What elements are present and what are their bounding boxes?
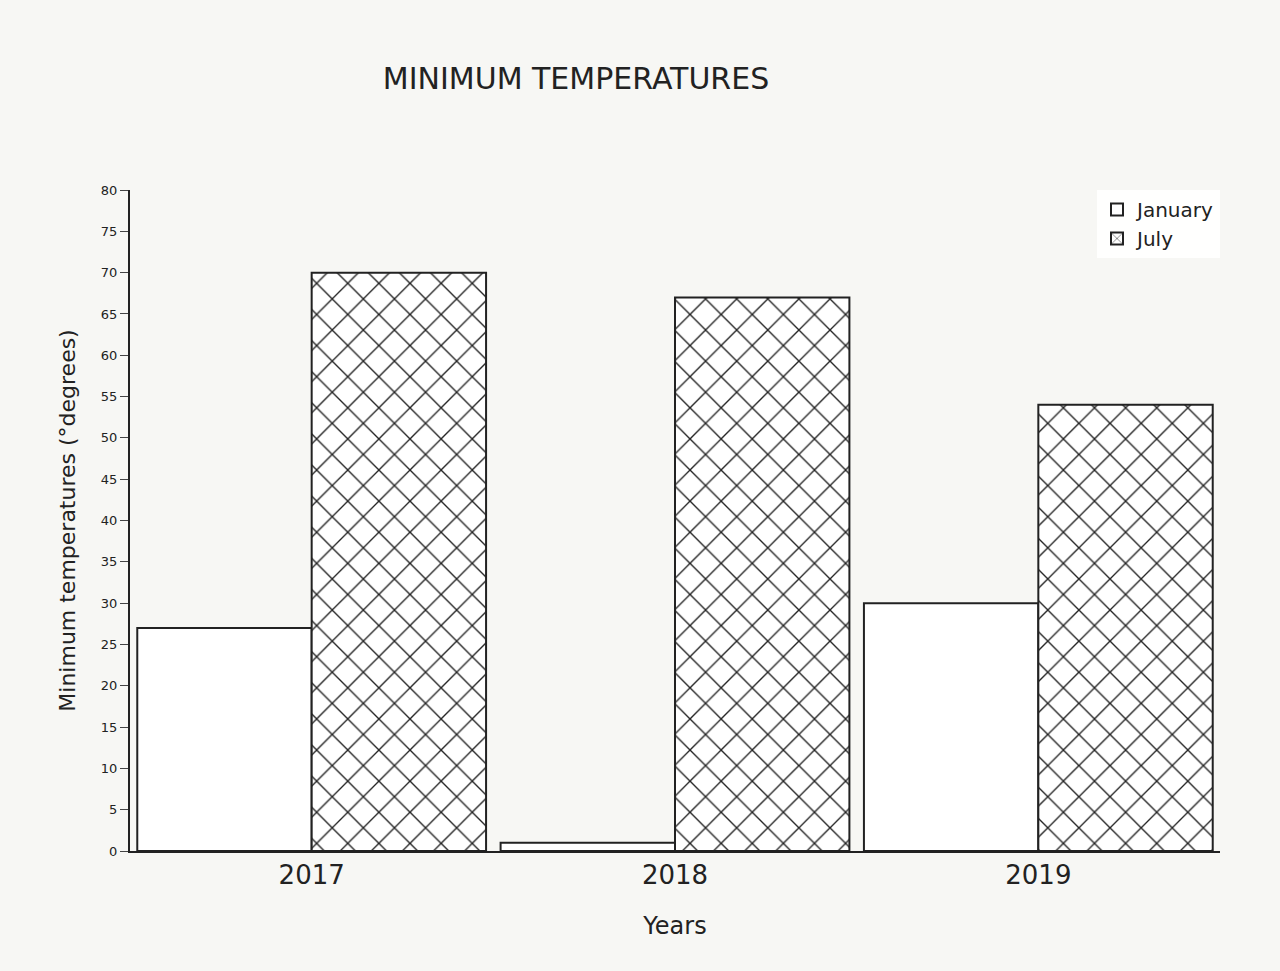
svg-text:15: 15 — [101, 720, 118, 735]
svg-text:55: 55 — [101, 389, 118, 404]
svg-text:2017: 2017 — [279, 860, 345, 890]
svg-text:10: 10 — [101, 761, 118, 776]
svg-text:35: 35 — [101, 554, 118, 569]
svg-text:45: 45 — [101, 472, 118, 487]
svg-text:Minimum temperatures (°degrees: Minimum temperatures (°degrees) — [55, 329, 80, 711]
svg-text:70: 70 — [101, 265, 118, 280]
svg-text:2018: 2018 — [642, 860, 708, 890]
svg-text:20: 20 — [101, 678, 118, 693]
svg-text:60: 60 — [101, 348, 118, 363]
svg-text:January: January — [1135, 198, 1213, 222]
svg-text:80: 80 — [101, 183, 118, 198]
svg-text:50: 50 — [101, 430, 118, 445]
svg-text:25: 25 — [101, 637, 118, 652]
svg-text:MINIMUM TEMPERATURES: MINIMUM TEMPERATURES — [383, 61, 769, 96]
svg-text:2019: 2019 — [1005, 860, 1071, 890]
svg-text:65: 65 — [101, 306, 118, 321]
svg-text:75: 75 — [101, 224, 118, 239]
svg-text:5: 5 — [109, 802, 117, 817]
svg-text:30: 30 — [101, 596, 118, 611]
svg-text:40: 40 — [101, 513, 118, 528]
svg-text:July: July — [1135, 227, 1173, 251]
svg-text:Years: Years — [642, 912, 706, 940]
svg-text:0: 0 — [109, 844, 117, 859]
